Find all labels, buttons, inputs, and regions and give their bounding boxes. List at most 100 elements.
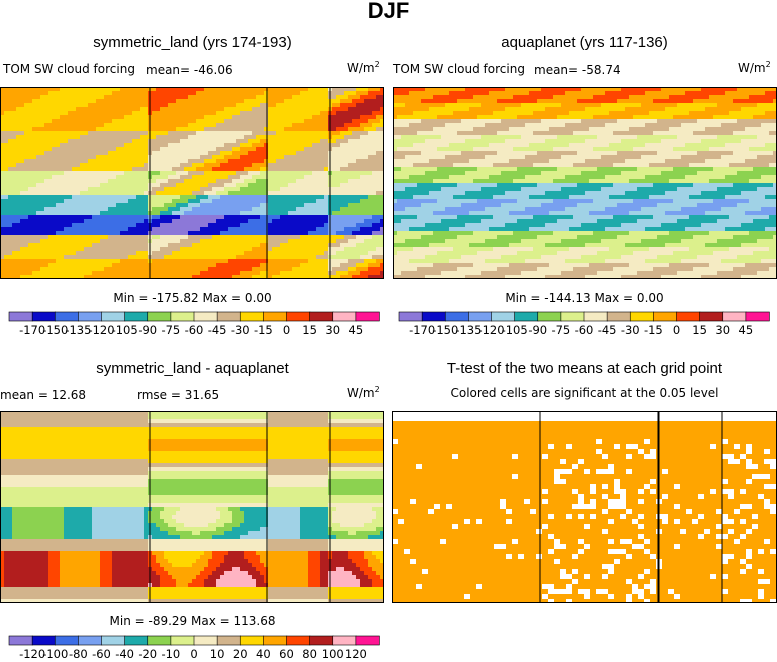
panel1-map-cell bbox=[204, 219, 209, 224]
panel1-colorbar-swatch bbox=[101, 311, 126, 322]
panel1-map-cell bbox=[100, 167, 105, 172]
panel1-map-cell bbox=[292, 147, 297, 152]
panel1-map-cell bbox=[360, 259, 365, 264]
panel1-map-cell bbox=[132, 219, 137, 224]
panel1-map-cell bbox=[28, 167, 33, 172]
panel1-map-cell bbox=[172, 95, 177, 100]
panel1-map-cell bbox=[24, 187, 29, 192]
panel1-map-cell bbox=[60, 215, 65, 220]
panel1-map-cell bbox=[216, 171, 221, 176]
panel1-map-cell bbox=[216, 259, 221, 264]
panel1-map-cell bbox=[188, 191, 193, 196]
panel1-map-cell bbox=[104, 127, 109, 132]
panel1-map-cell bbox=[360, 191, 365, 196]
panel1-map-cell bbox=[272, 183, 277, 188]
panel1-map-cell bbox=[216, 119, 221, 124]
panel1-map-cell bbox=[340, 131, 345, 136]
panel1-map-cell bbox=[88, 131, 93, 136]
panel1-map-cell bbox=[136, 87, 141, 92]
panel1-map-cell bbox=[64, 215, 69, 220]
panel1-map-cell bbox=[76, 227, 81, 232]
panel1-map-cell bbox=[228, 267, 233, 272]
panel1-map-cell bbox=[272, 243, 277, 248]
panel1-map-cell bbox=[276, 151, 281, 156]
panel1-map-cell bbox=[268, 103, 273, 108]
panel1-map-cell bbox=[108, 155, 113, 160]
panel2-map-cell bbox=[645, 95, 650, 100]
panel2-map-cell bbox=[721, 95, 726, 100]
panel1-map-cell bbox=[256, 219, 261, 224]
panel1-map-cell bbox=[256, 107, 261, 112]
panel1-map-cell bbox=[324, 135, 329, 140]
panel1-map-cell bbox=[336, 227, 341, 232]
panel1-map-cell bbox=[156, 171, 161, 176]
panel1-map-cell bbox=[140, 271, 145, 276]
panel1-map-cell bbox=[228, 135, 233, 140]
panel1-map-cell bbox=[164, 263, 169, 268]
panel1-map-cell bbox=[368, 235, 373, 240]
panel1-map-cell bbox=[240, 107, 245, 112]
panel1-map-cell bbox=[128, 103, 133, 108]
panel1-map-cell bbox=[296, 127, 301, 132]
panel1-map-cell bbox=[20, 271, 25, 276]
panel1-map-cell bbox=[84, 243, 89, 248]
panel1-map-cell bbox=[168, 115, 173, 120]
panel1-map-cell bbox=[140, 103, 145, 108]
panel1-map-cell bbox=[80, 199, 85, 204]
panel1-map-cell bbox=[16, 187, 21, 192]
panel1-map-cell bbox=[300, 167, 305, 172]
panel1-map-cell bbox=[40, 131, 45, 136]
panel1-map-cell bbox=[288, 135, 293, 140]
panel1-map-cell bbox=[164, 239, 169, 244]
panel1-map-cell bbox=[284, 263, 289, 268]
panel1-map-cell bbox=[256, 191, 261, 196]
panel1-map-cell bbox=[320, 275, 325, 279]
panel1-map-cell bbox=[352, 227, 357, 232]
panel1-map-cell bbox=[160, 215, 165, 220]
panel1-map-cell bbox=[348, 219, 353, 224]
panel1-map-cell bbox=[64, 167, 69, 172]
panel1-map-cell bbox=[272, 155, 277, 160]
panel1-colorbar-tick-label: -135 bbox=[65, 323, 91, 337]
panel1-map-cell bbox=[108, 259, 113, 264]
panel1-map-cell bbox=[136, 123, 141, 128]
panel1-map-cell bbox=[68, 115, 73, 120]
panel1-map-cell bbox=[64, 163, 69, 168]
panel1-map-cell bbox=[288, 147, 293, 152]
panel1-map-cell bbox=[80, 107, 85, 112]
panel2-map-cell bbox=[549, 99, 554, 104]
panel1-map-cell bbox=[16, 271, 21, 276]
panel2-map-cell bbox=[705, 91, 710, 96]
panel1-map-cell bbox=[356, 247, 361, 252]
panel2-map-cell bbox=[669, 87, 674, 92]
panel1-map-cell bbox=[228, 139, 233, 144]
panel2-map-cell bbox=[569, 87, 574, 92]
panel1-map-cell bbox=[268, 199, 273, 204]
panel1-map-cell bbox=[12, 275, 17, 279]
panel1-colorbar-tick-label: -170 bbox=[19, 323, 45, 337]
panel1-map-cell bbox=[208, 203, 213, 208]
panel1-map-cell bbox=[260, 199, 265, 204]
panel1-map-cell bbox=[72, 251, 77, 256]
panel1-map-cell bbox=[380, 191, 384, 196]
panel1-map-cell bbox=[20, 211, 25, 216]
panel1-map-cell bbox=[184, 155, 189, 160]
panel1-map-cell bbox=[72, 271, 77, 276]
panel1-map-cell bbox=[24, 111, 29, 116]
panel1-map-cell bbox=[244, 135, 249, 140]
panel1-map-cell bbox=[256, 207, 261, 212]
panel1-map-cell bbox=[56, 103, 61, 108]
panel1-map-cell bbox=[188, 87, 193, 92]
panel1-map-cell bbox=[124, 135, 129, 140]
panel1-map-cell bbox=[212, 187, 217, 192]
panel1-map-cell bbox=[196, 91, 201, 96]
panel1-map-cell bbox=[192, 155, 197, 160]
panel2-map-cell bbox=[673, 95, 678, 100]
panel2-map-cell bbox=[433, 99, 438, 104]
panel1-map-cell bbox=[220, 239, 225, 244]
panel1-map-cell bbox=[168, 151, 173, 156]
panel1-map-cell bbox=[236, 167, 241, 172]
panel1-map-cell bbox=[272, 151, 277, 156]
panel1-map-cell bbox=[380, 271, 384, 276]
panel1-map-cell bbox=[36, 151, 41, 156]
